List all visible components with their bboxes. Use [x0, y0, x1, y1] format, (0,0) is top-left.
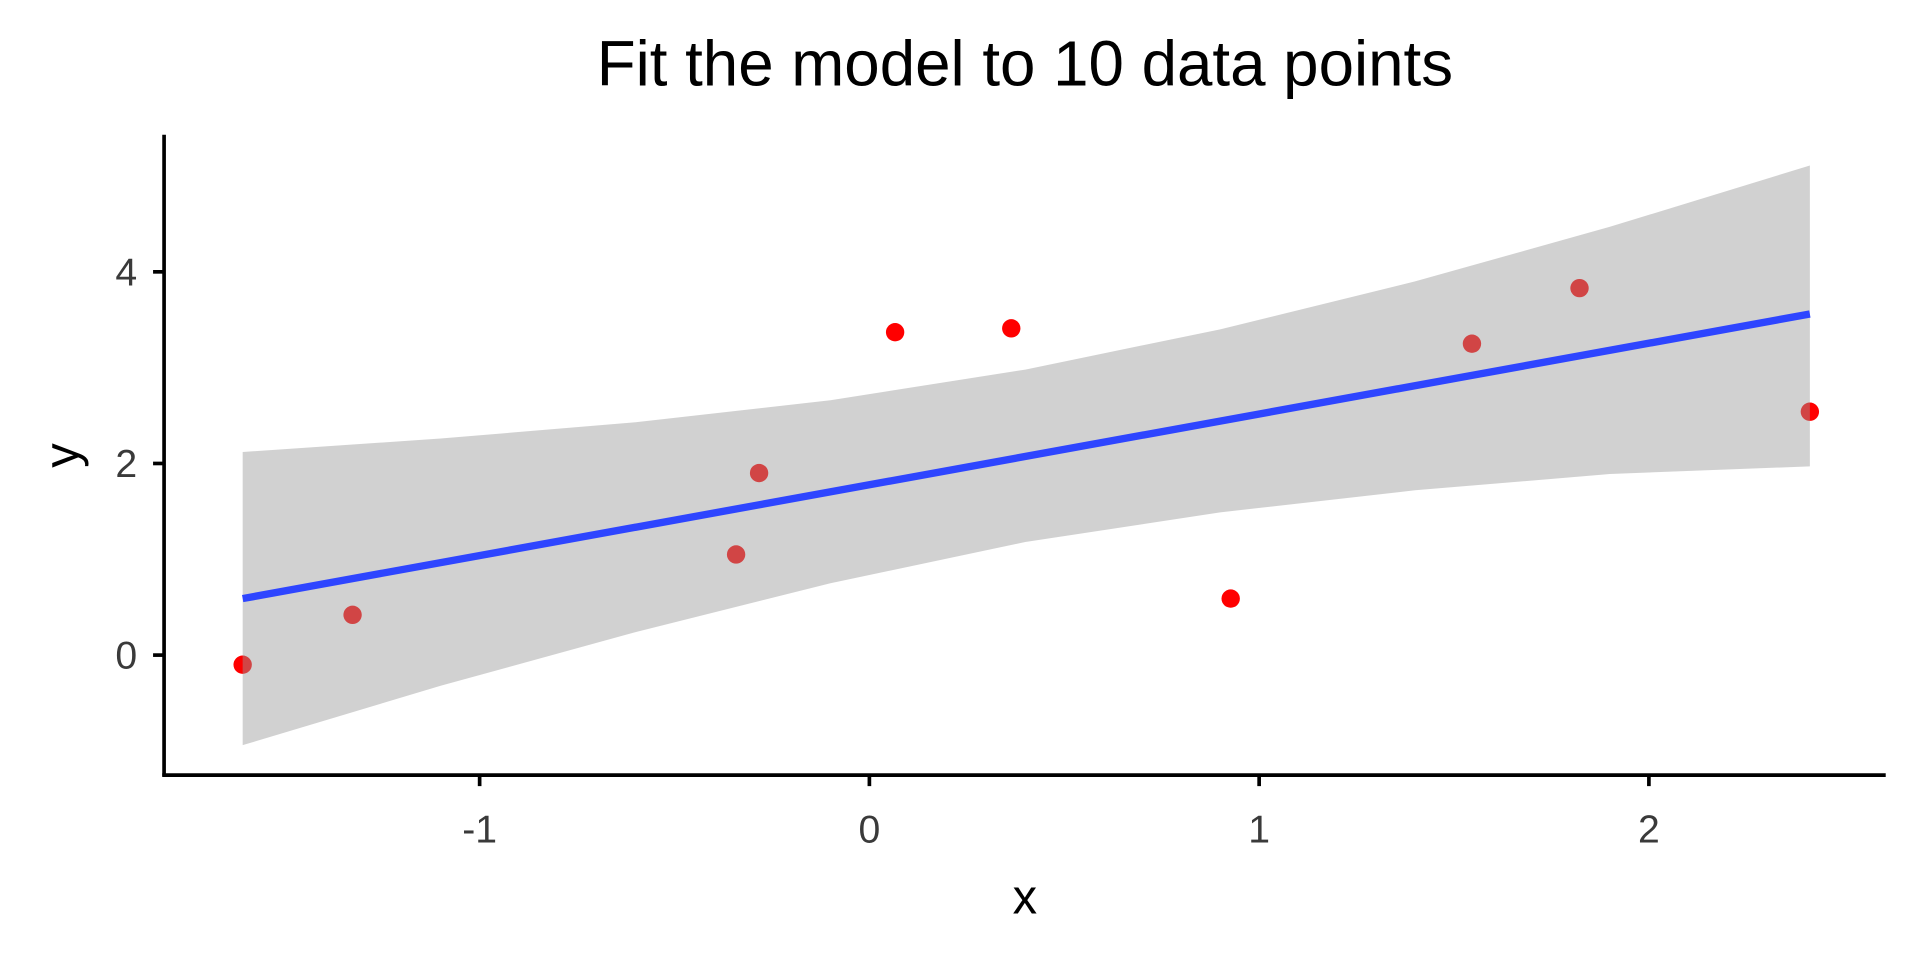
x-tick-label: -1: [462, 808, 497, 851]
x-tick-label: 2: [1638, 808, 1660, 851]
data-point: [343, 605, 362, 625]
data-point: [726, 545, 746, 564]
data-point: [885, 323, 905, 342]
data-point: [1800, 402, 1820, 421]
y-axis-ticks: 0 2 4: [115, 251, 165, 678]
y-tick-label: 2: [115, 443, 137, 486]
fit-line-layer: [242, 310, 1811, 603]
data-point: [1221, 589, 1240, 608]
x-tick-label: 1: [1248, 808, 1270, 851]
data-point: [233, 655, 252, 674]
x-axis-title: x: [1013, 870, 1037, 924]
data-point: [1570, 278, 1589, 298]
x-tick-label: 0: [858, 808, 880, 851]
points-layer: [233, 278, 1820, 674]
data-point: [749, 463, 769, 483]
y-tick-label: 0: [115, 635, 137, 678]
y-tick-label: 4: [115, 251, 137, 294]
y-axis-title: y: [35, 443, 89, 468]
data-point: [1462, 334, 1482, 353]
fit-line: [242, 310, 1811, 603]
chart-title: Fit the model to 10 data points: [597, 29, 1453, 100]
data-point: [1002, 319, 1021, 338]
x-axis-ticks: -1 0 1 2: [462, 775, 1660, 851]
